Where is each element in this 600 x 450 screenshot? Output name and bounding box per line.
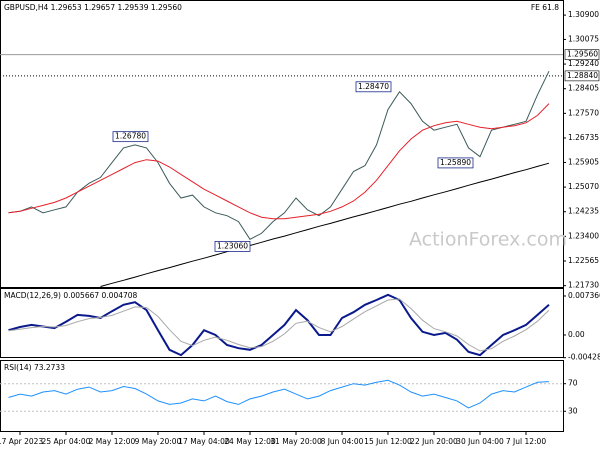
series-line <box>8 379 550 409</box>
y-tick-label: 1.26735 <box>568 133 599 142</box>
y-tick-label: 70 <box>568 379 578 388</box>
y-tick-label: 0.007366 <box>568 291 600 300</box>
corner-note: FE 61.8 <box>531 3 559 12</box>
price-level-box <box>564 70 600 82</box>
x-tick-label: 9 May 20:00 <box>135 437 182 446</box>
annotation-label: 1.25890 <box>440 158 471 167</box>
y-tick-label: -0.004286 <box>568 353 600 362</box>
y-tick-label: 1.28405 <box>568 84 599 93</box>
series-line <box>8 70 550 240</box>
panel-title: MACD(12,26,9) 0.005667 0.004708 <box>4 291 138 300</box>
y-tick-label: 1.27570 <box>568 108 599 117</box>
price-level-box <box>564 49 600 60</box>
x-tick-label: 17 May 04:00 <box>178 437 230 446</box>
price-level-label: 1.28840 <box>567 71 598 80</box>
x-tick-label: 2 May 12:00 <box>89 437 136 446</box>
annotation-box <box>437 157 474 169</box>
y-tick-label: 1.22565 <box>568 256 599 265</box>
x-tick-label: 22 Jun 20:00 <box>410 437 458 446</box>
x-tick-label: 15 Jun 12:00 <box>364 437 412 446</box>
series-line <box>8 298 550 352</box>
panel-frame <box>0 0 564 288</box>
annotation-label: 1.28470 <box>358 82 389 91</box>
series-line <box>8 103 550 220</box>
y-tick-label: 1.23400 <box>568 231 599 240</box>
x-tick-label: 30 Jun 04:00 <box>456 437 504 446</box>
panel-frame <box>0 288 564 358</box>
watermark: ActionForex.com <box>409 229 567 251</box>
x-tick-label: 31 May 20:00 <box>270 437 322 446</box>
x-tick-label: 24 May 12:00 <box>224 437 276 446</box>
y-tick-label: 1.30075 <box>568 34 599 43</box>
annotation-label: 1.26780 <box>115 132 146 141</box>
x-tick-label: 7 Jul 12:00 <box>506 437 546 446</box>
y-tick-label: 30 <box>568 406 578 415</box>
y-tick-label: 1.25070 <box>568 182 599 191</box>
x-tick-label: 17 Apr 2023 <box>0 437 43 446</box>
y-tick-label: 1.24235 <box>568 207 599 216</box>
series-line <box>100 162 550 287</box>
annotation-box <box>355 81 392 93</box>
y-tick-label: 1.29240 <box>568 59 599 68</box>
x-tick-label: 8 Jun 04:00 <box>321 437 364 446</box>
panel-frame <box>0 360 564 432</box>
y-tick-label: 1.25905 <box>568 157 599 166</box>
panel-title: RSI(14) 73.2733 <box>4 363 65 372</box>
x-tick-label: 25 Apr 04:00 <box>42 437 91 446</box>
annotation-label: 1.23060 <box>217 241 248 250</box>
price-level-label: 1.29560 <box>567 50 598 59</box>
y-tick-label: 1.30900 <box>568 10 599 19</box>
annotation-box <box>112 131 149 143</box>
y-tick-label: 0.00 <box>568 330 585 339</box>
panel-title: GBPUSD,H4 1.29653 1.29657 1.29539 1.2956… <box>4 3 182 12</box>
annotation-box <box>214 241 251 252</box>
y-tick-label: 1.21730 <box>568 281 599 290</box>
